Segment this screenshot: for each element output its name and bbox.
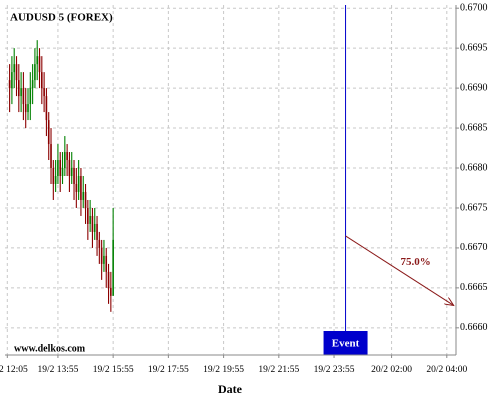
x-tick-label: 19/2 19:55 (203, 365, 244, 375)
ohlc-body (24, 104, 27, 113)
ohlc-body (96, 223, 98, 240)
y-tick-label: 0.6660 (460, 322, 488, 333)
y-tick-label: 0.6680 (460, 162, 488, 173)
watermark: www.delkos.com (14, 343, 86, 354)
ohlc-body (105, 255, 108, 272)
ohlc-body (84, 191, 87, 208)
ohlc-body (70, 168, 73, 177)
marks: Event 75.0% (8, 5, 454, 355)
ohlc-body (57, 160, 59, 177)
ohlc-body (11, 72, 13, 89)
ohlc-body (93, 223, 96, 232)
x-tick-label: 19/2 21:55 (258, 365, 299, 375)
ohlc-body (110, 287, 112, 296)
ohlc-body (91, 215, 94, 232)
x-tick-label: 20/2 02:00 (371, 365, 412, 375)
ohlc-body (87, 207, 89, 224)
ohlc-body (22, 88, 25, 105)
ohlc-body (59, 160, 62, 177)
ohlc-body (36, 56, 39, 65)
plot-area (5, 5, 456, 355)
ohlc-body (68, 160, 71, 177)
arrow-label: 75.0% (401, 256, 431, 268)
ohlc-body (77, 176, 80, 192)
y-tick-label: 0.6675 (460, 202, 488, 213)
ohlc-body (34, 64, 36, 81)
ohlc-body (66, 152, 68, 161)
forecast-arrow (345, 235, 454, 306)
ohlc-body (82, 191, 85, 200)
x-tick-label: 19/2 15:55 (93, 365, 134, 375)
ohlc-body (45, 96, 48, 121)
ohlc-body (43, 88, 45, 97)
chart-title: AUDUSD 5 (FOREX) (10, 12, 113, 24)
ohlc-body (18, 80, 20, 97)
ohlc-body (50, 144, 52, 169)
ohlc-body (15, 64, 18, 81)
x-tick-label: 19/2 13:55 (37, 365, 78, 375)
ohlc-body (52, 168, 55, 184)
y-tick-label: 0.6665 (460, 282, 488, 293)
ohlc-body (31, 80, 34, 89)
ohlc-body (54, 176, 57, 184)
ohlc-body (73, 168, 75, 184)
x-tick-label: 19/2 23:55 (314, 365, 355, 375)
ohlc-body (80, 176, 82, 200)
x-tick-label: 19/2 12:05 (0, 365, 28, 375)
x-axis-label: Date (218, 382, 243, 396)
ohlc-body (8, 80, 11, 89)
x-tick-label: 20/2 04:00 (426, 365, 467, 375)
ohlc-body (112, 239, 114, 296)
ohlc-body (98, 239, 101, 248)
y-tick-label: 0.6670 (460, 242, 488, 253)
y-tick-label: 0.6695 (460, 42, 488, 53)
ohlc-body (27, 104, 29, 113)
ohlc-body (29, 88, 32, 105)
event-box (323, 331, 368, 355)
x-tick-label: 19/2 17:55 (148, 365, 189, 375)
ohlc-body (41, 72, 43, 89)
event-label: Event (332, 338, 360, 350)
ohlc-body (20, 88, 22, 97)
ohlc-body (61, 168, 64, 177)
ohlc-body (103, 255, 105, 264)
ohlc-body (64, 152, 66, 169)
y-tick-label: 0.6700 (460, 2, 488, 13)
ohlc-body (47, 120, 50, 145)
y-tick-label: 0.6690 (460, 82, 488, 93)
y-tick-label: 0.6685 (460, 122, 488, 133)
ohlc-body (89, 215, 91, 224)
ohlc-body (107, 271, 110, 288)
ohlc-body (100, 247, 103, 264)
ohlc-body (38, 56, 41, 73)
ohlc-body (13, 64, 16, 73)
ohlc-body (75, 183, 78, 192)
